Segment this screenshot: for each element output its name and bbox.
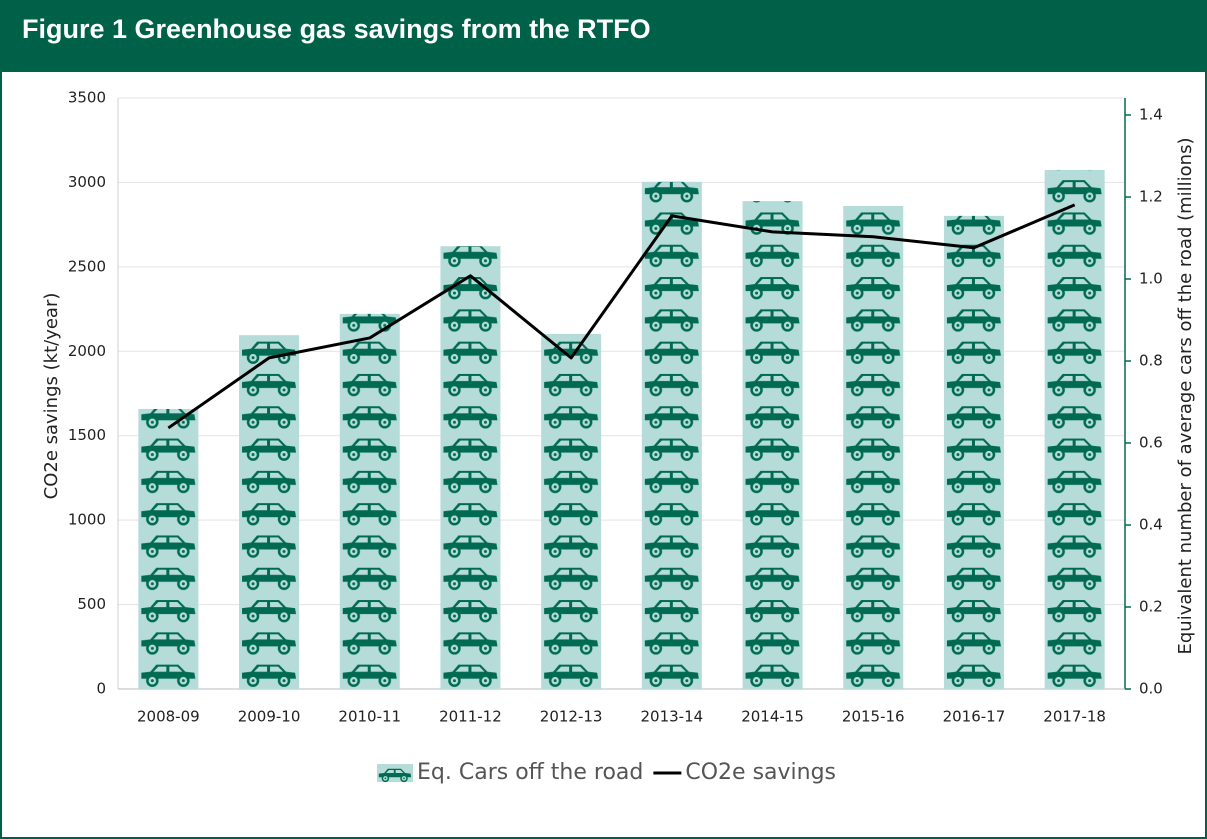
x-tick-label: 2012-13 [540,708,603,726]
y-tick-label: 1000 [68,511,106,529]
y2-tick-label: 0.2 [1139,598,1163,616]
y-axis-label: CO2e savings (kt/year) [41,293,62,500]
y-tick-label: 3500 [68,89,106,107]
legend-swatch [377,764,413,783]
legend-label: Eq. Cars off the road [417,760,643,785]
x-tick-label: 2011-12 [439,708,502,726]
y2-tick-label: 0.0 [1139,680,1163,698]
bar [843,206,904,689]
y2-tick-label: 1.4 [1139,106,1163,124]
bar [239,335,300,689]
x-tick-label: 2017-18 [1043,708,1106,726]
x-tick-label: 2010-11 [338,708,401,726]
bar [742,201,803,690]
bar [1044,169,1105,689]
bar [138,408,199,689]
y2-tick-label: 1.0 [1139,270,1163,288]
chart-title: Figure 1 Greenhouse gas savings from the… [2,2,1205,72]
y-tick-label: 1500 [68,426,106,444]
y-tick-label: 2000 [68,342,106,360]
bar [943,215,1004,689]
y2-tick-label: 0.4 [1139,516,1163,534]
y2-tick-label: 0.8 [1139,352,1163,370]
bar [440,246,501,689]
legend-label: CO2e savings [685,760,836,785]
bar [641,181,702,689]
y2-tick-label: 0.6 [1139,434,1163,452]
y2-tick-label: 1.2 [1139,188,1163,206]
x-tick-label: 2013-14 [641,708,704,726]
x-tick-label: 2016-17 [943,708,1006,726]
y-tick-label: 2500 [68,257,106,275]
line [167,203,1076,430]
y-tick-label: 500 [77,595,106,613]
x-tick-label: 2014-15 [741,708,804,726]
y2-axis-label: Equivalent number of average cars off th… [1175,137,1196,654]
bar [541,333,602,689]
x-tick-label: 2009-10 [238,708,301,726]
y-tick-label: 0 [96,680,106,698]
bar [339,313,400,689]
x-tick-label: 2008-09 [137,708,200,726]
x-tick-label: 2015-16 [842,708,905,726]
y-tick-label: 3000 [68,173,106,191]
